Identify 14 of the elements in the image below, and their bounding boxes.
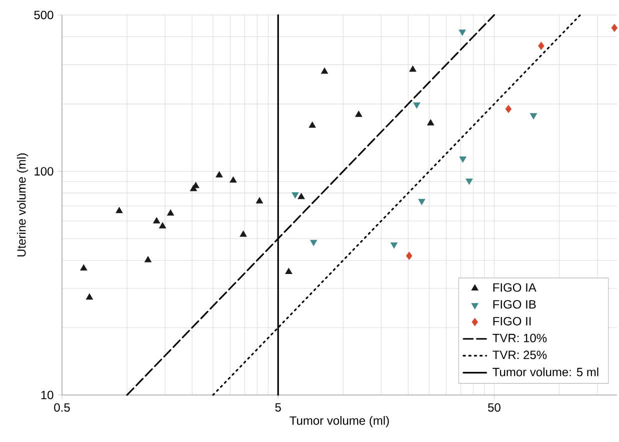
- x-axis-title: Tumor volume (ml): [290, 416, 389, 428]
- y-tick-label: 100: [34, 167, 54, 176]
- y-tick-label: 10: [41, 390, 54, 400]
- y-tick-label: 500: [34, 10, 54, 20]
- x-tick-label: 0.5: [54, 403, 70, 412]
- legend-label: FIGO IB: [493, 300, 536, 309]
- y-axis-title: Uterine volume (ml): [16, 153, 28, 256]
- legend-label: FIGO II: [493, 316, 531, 326]
- legend-label: FIGO IA: [493, 283, 536, 292]
- legend-label: TVR: 10%: [492, 334, 547, 342]
- x-tick-label: 5: [275, 403, 281, 412]
- legend-label: Tumor volume: 5 ml: [492, 367, 598, 376]
- legend-label: TVR: 25%: [492, 350, 547, 360]
- x-tick-label: 50: [488, 403, 500, 412]
